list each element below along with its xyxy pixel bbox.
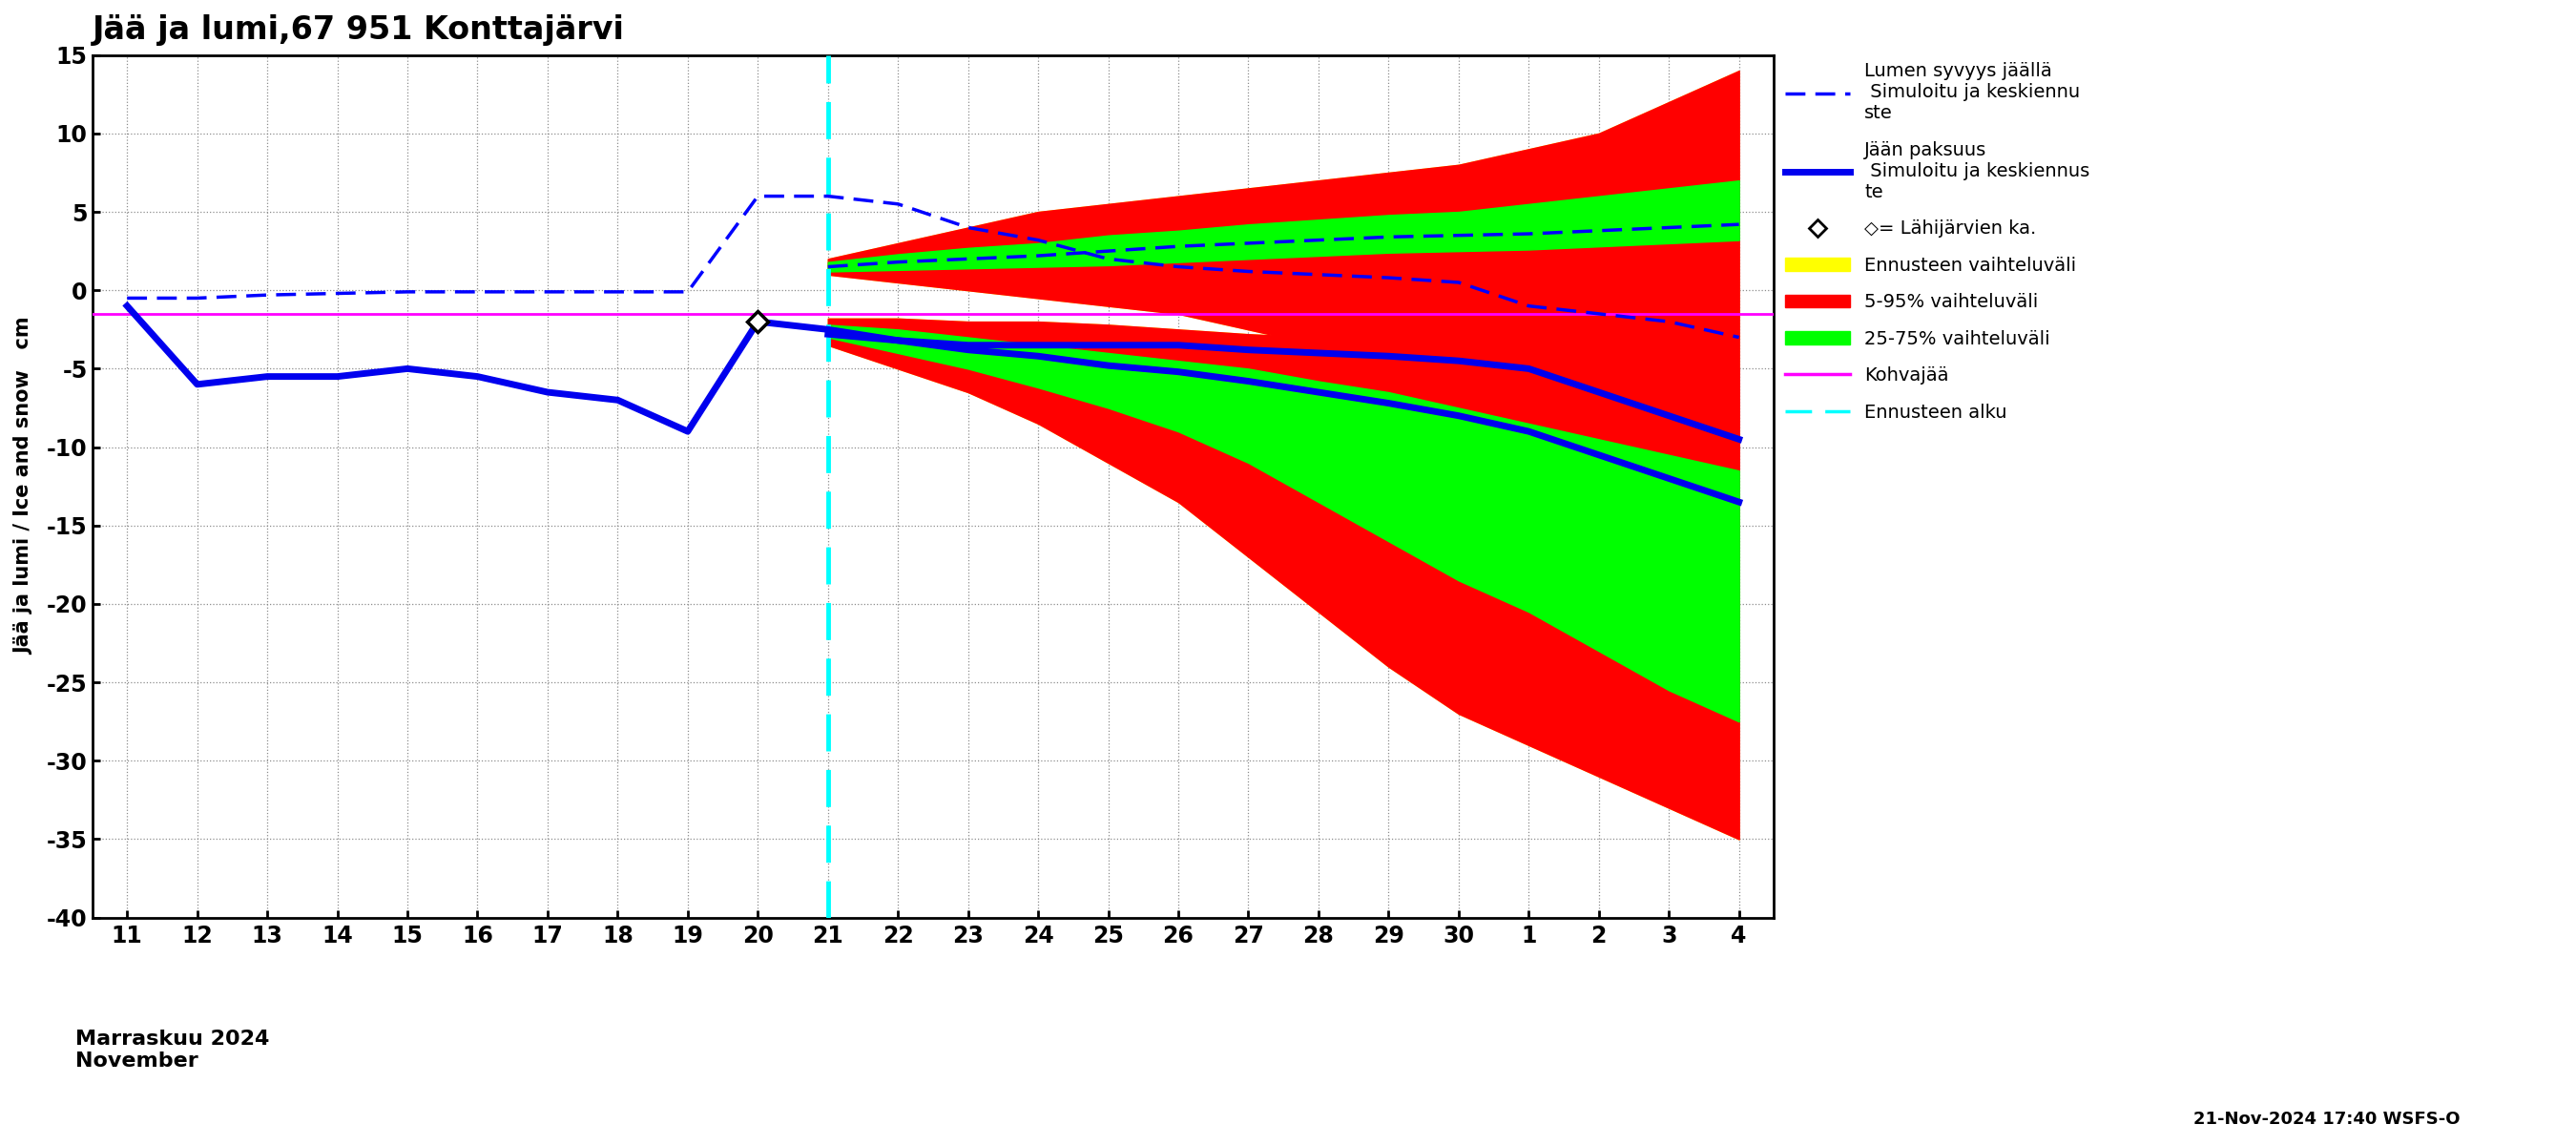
Text: Jää ja lumi,67 951 Konttajärvi: Jää ja lumi,67 951 Konttajärvi (93, 14, 623, 46)
Text: Marraskuu 2024
November: Marraskuu 2024 November (75, 1029, 270, 1071)
Y-axis label: Jää ja lumi / Ice and snow   cm: Jää ja lumi / Ice and snow cm (15, 317, 33, 655)
Legend: Lumen syvyys jäällä
 Simuloitu ja keskiennu
ste, Jään paksuus
 Simuloitu ja kesk: Lumen syvyys jäällä Simuloitu ja keskien… (1777, 55, 2097, 428)
Text: 21-Nov-2024 17:40 WSFS-O: 21-Nov-2024 17:40 WSFS-O (2192, 1111, 2460, 1128)
